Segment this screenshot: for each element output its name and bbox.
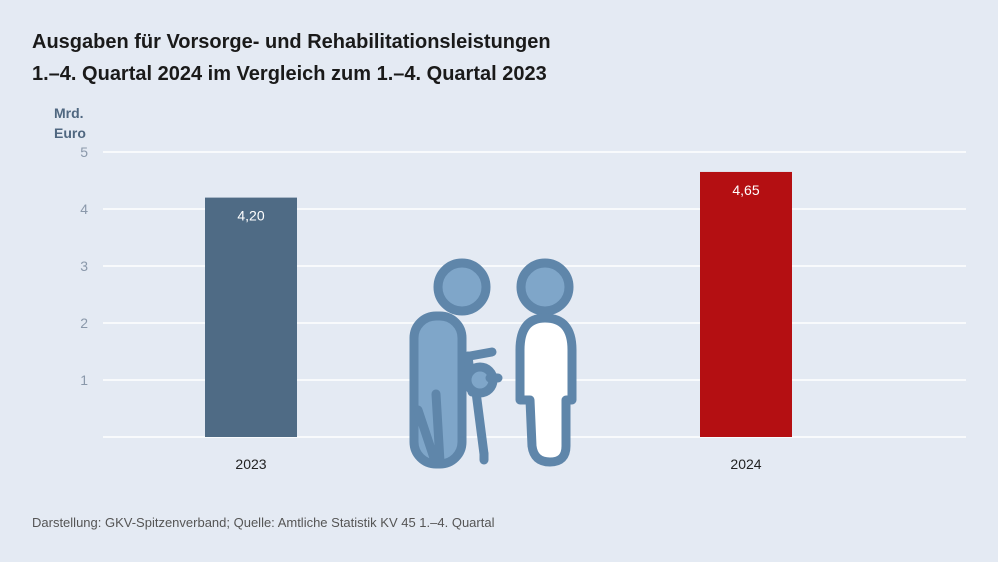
y-axis-unit-line-2: Euro <box>54 125 86 141</box>
chart-title-line-1: Ausgaben für Vorsorge- und Rehabilitatio… <box>32 31 551 53</box>
source-note: Darstellung: GKV-Spitzenverband; Quelle:… <box>32 515 495 530</box>
y-axis-unit: Mrd. Euro <box>54 103 86 143</box>
y-tick-label: 3 <box>80 258 88 274</box>
y-tick-labels: 1 2 3 4 5 <box>80 144 88 388</box>
y-tick-label: 2 <box>80 315 88 331</box>
chart-title: Ausgaben für Vorsorge- und Rehabilitatio… <box>32 26 551 90</box>
y-tick-label: 4 <box>80 201 88 217</box>
person-icon <box>515 258 577 467</box>
data-label-2024: 4,65 <box>732 182 759 198</box>
y-axis-unit-line-1: Mrd. <box>54 105 84 121</box>
x-tick-labels: 2023 2024 <box>235 456 761 472</box>
bar-2023 <box>205 197 297 437</box>
x-tick-label-2024: 2024 <box>730 456 761 472</box>
bars: 4,20 4,65 <box>205 171 792 437</box>
y-tick-label: 1 <box>80 372 88 388</box>
data-label-2023: 4,20 <box>237 208 264 224</box>
bar-2024 <box>700 171 792 437</box>
chart-title-line-2: 1.–4. Quartal 2024 im Vergleich zum 1.–4… <box>32 63 547 85</box>
person-with-crutch-icon <box>409 258 503 469</box>
y-tick-label: 5 <box>80 144 88 160</box>
rehabilitation-people-icon <box>409 258 577 469</box>
x-tick-label-2023: 2023 <box>235 456 266 472</box>
